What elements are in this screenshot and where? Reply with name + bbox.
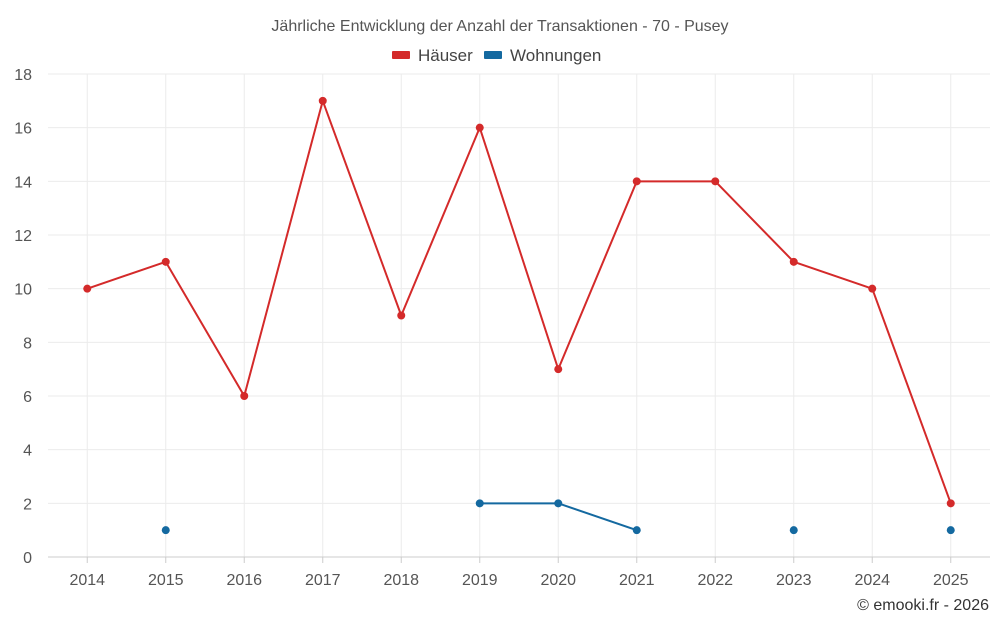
- x-tick-label: 2018: [383, 572, 419, 589]
- data-point[interactable]: [240, 392, 249, 400]
- data-point[interactable]: [632, 177, 641, 186]
- y-tick-label: 4: [23, 443, 32, 460]
- data-point[interactable]: [868, 284, 877, 293]
- y-tick-label: 14: [14, 174, 32, 191]
- legend: Häuser Wohnungen: [392, 46, 601, 65]
- chart-title: Jährliche Entwicklung der Anzahl der Tra…: [271, 18, 728, 35]
- y-tick-label: 0: [23, 550, 32, 567]
- y-tick-label: 12: [14, 228, 32, 245]
- data-point[interactable]: [83, 284, 92, 293]
- data-point[interactable]: [632, 526, 641, 535]
- x-tick-label: 2025: [933, 572, 969, 589]
- series: [83, 96, 955, 535]
- data-point[interactable]: [554, 499, 563, 508]
- y-tick-label: 2: [23, 496, 32, 513]
- legend-swatch-haeuser: [392, 51, 410, 59]
- legend-item-wohnungen[interactable]: Wohnungen: [484, 46, 601, 65]
- data-point[interactable]: [789, 526, 798, 535]
- y-tick-label: 10: [14, 282, 32, 299]
- axes: 0 2 4 6 8 10 12 14 16 18 2014 2015 2016 2017 2018 2019 2…: [14, 67, 990, 589]
- data-point[interactable]: [789, 257, 798, 266]
- x-tick-label: 2015: [148, 572, 184, 589]
- data-point[interactable]: [397, 311, 406, 320]
- data-point[interactable]: [318, 96, 327, 105]
- series-line: [86, 99, 952, 504]
- legend-label-wohnungen: Wohnungen: [510, 46, 601, 65]
- y-tick-label: 18: [14, 67, 32, 84]
- y-tick-label: 8: [23, 335, 32, 352]
- x-tick-label: 2024: [854, 572, 890, 589]
- data-point[interactable]: [475, 123, 484, 132]
- x-tick-label: 2020: [540, 572, 576, 589]
- x-tick-label: 2023: [776, 572, 812, 589]
- data-point[interactable]: [711, 177, 720, 186]
- x-tick-label: 2019: [462, 572, 498, 589]
- data-point[interactable]: [475, 499, 484, 508]
- x-tick-label: 2021: [619, 572, 655, 589]
- series-wohnungen: [161, 499, 955, 535]
- x-tick-label: 2017: [305, 572, 341, 589]
- y-tick-label: 16: [14, 121, 32, 138]
- data-point[interactable]: [161, 526, 170, 535]
- x-tick-label: 2014: [69, 572, 105, 589]
- data-point[interactable]: [946, 526, 955, 535]
- y-tick-label: 6: [23, 389, 32, 406]
- copyright-credit: © emooki.fr - 2026: [857, 597, 989, 614]
- data-point[interactable]: [161, 257, 170, 266]
- data-point[interactable]: [946, 499, 955, 508]
- series-haeuser: [83, 96, 955, 508]
- grid: [48, 73, 990, 557]
- x-tick-label: 2022: [697, 572, 733, 589]
- legend-swatch-wohnungen: [484, 51, 502, 59]
- legend-label-haeuser: Häuser: [418, 46, 473, 65]
- x-tick-label: 2016: [226, 572, 262, 589]
- legend-item-haeuser[interactable]: Häuser: [392, 46, 473, 65]
- data-point[interactable]: [554, 365, 563, 374]
